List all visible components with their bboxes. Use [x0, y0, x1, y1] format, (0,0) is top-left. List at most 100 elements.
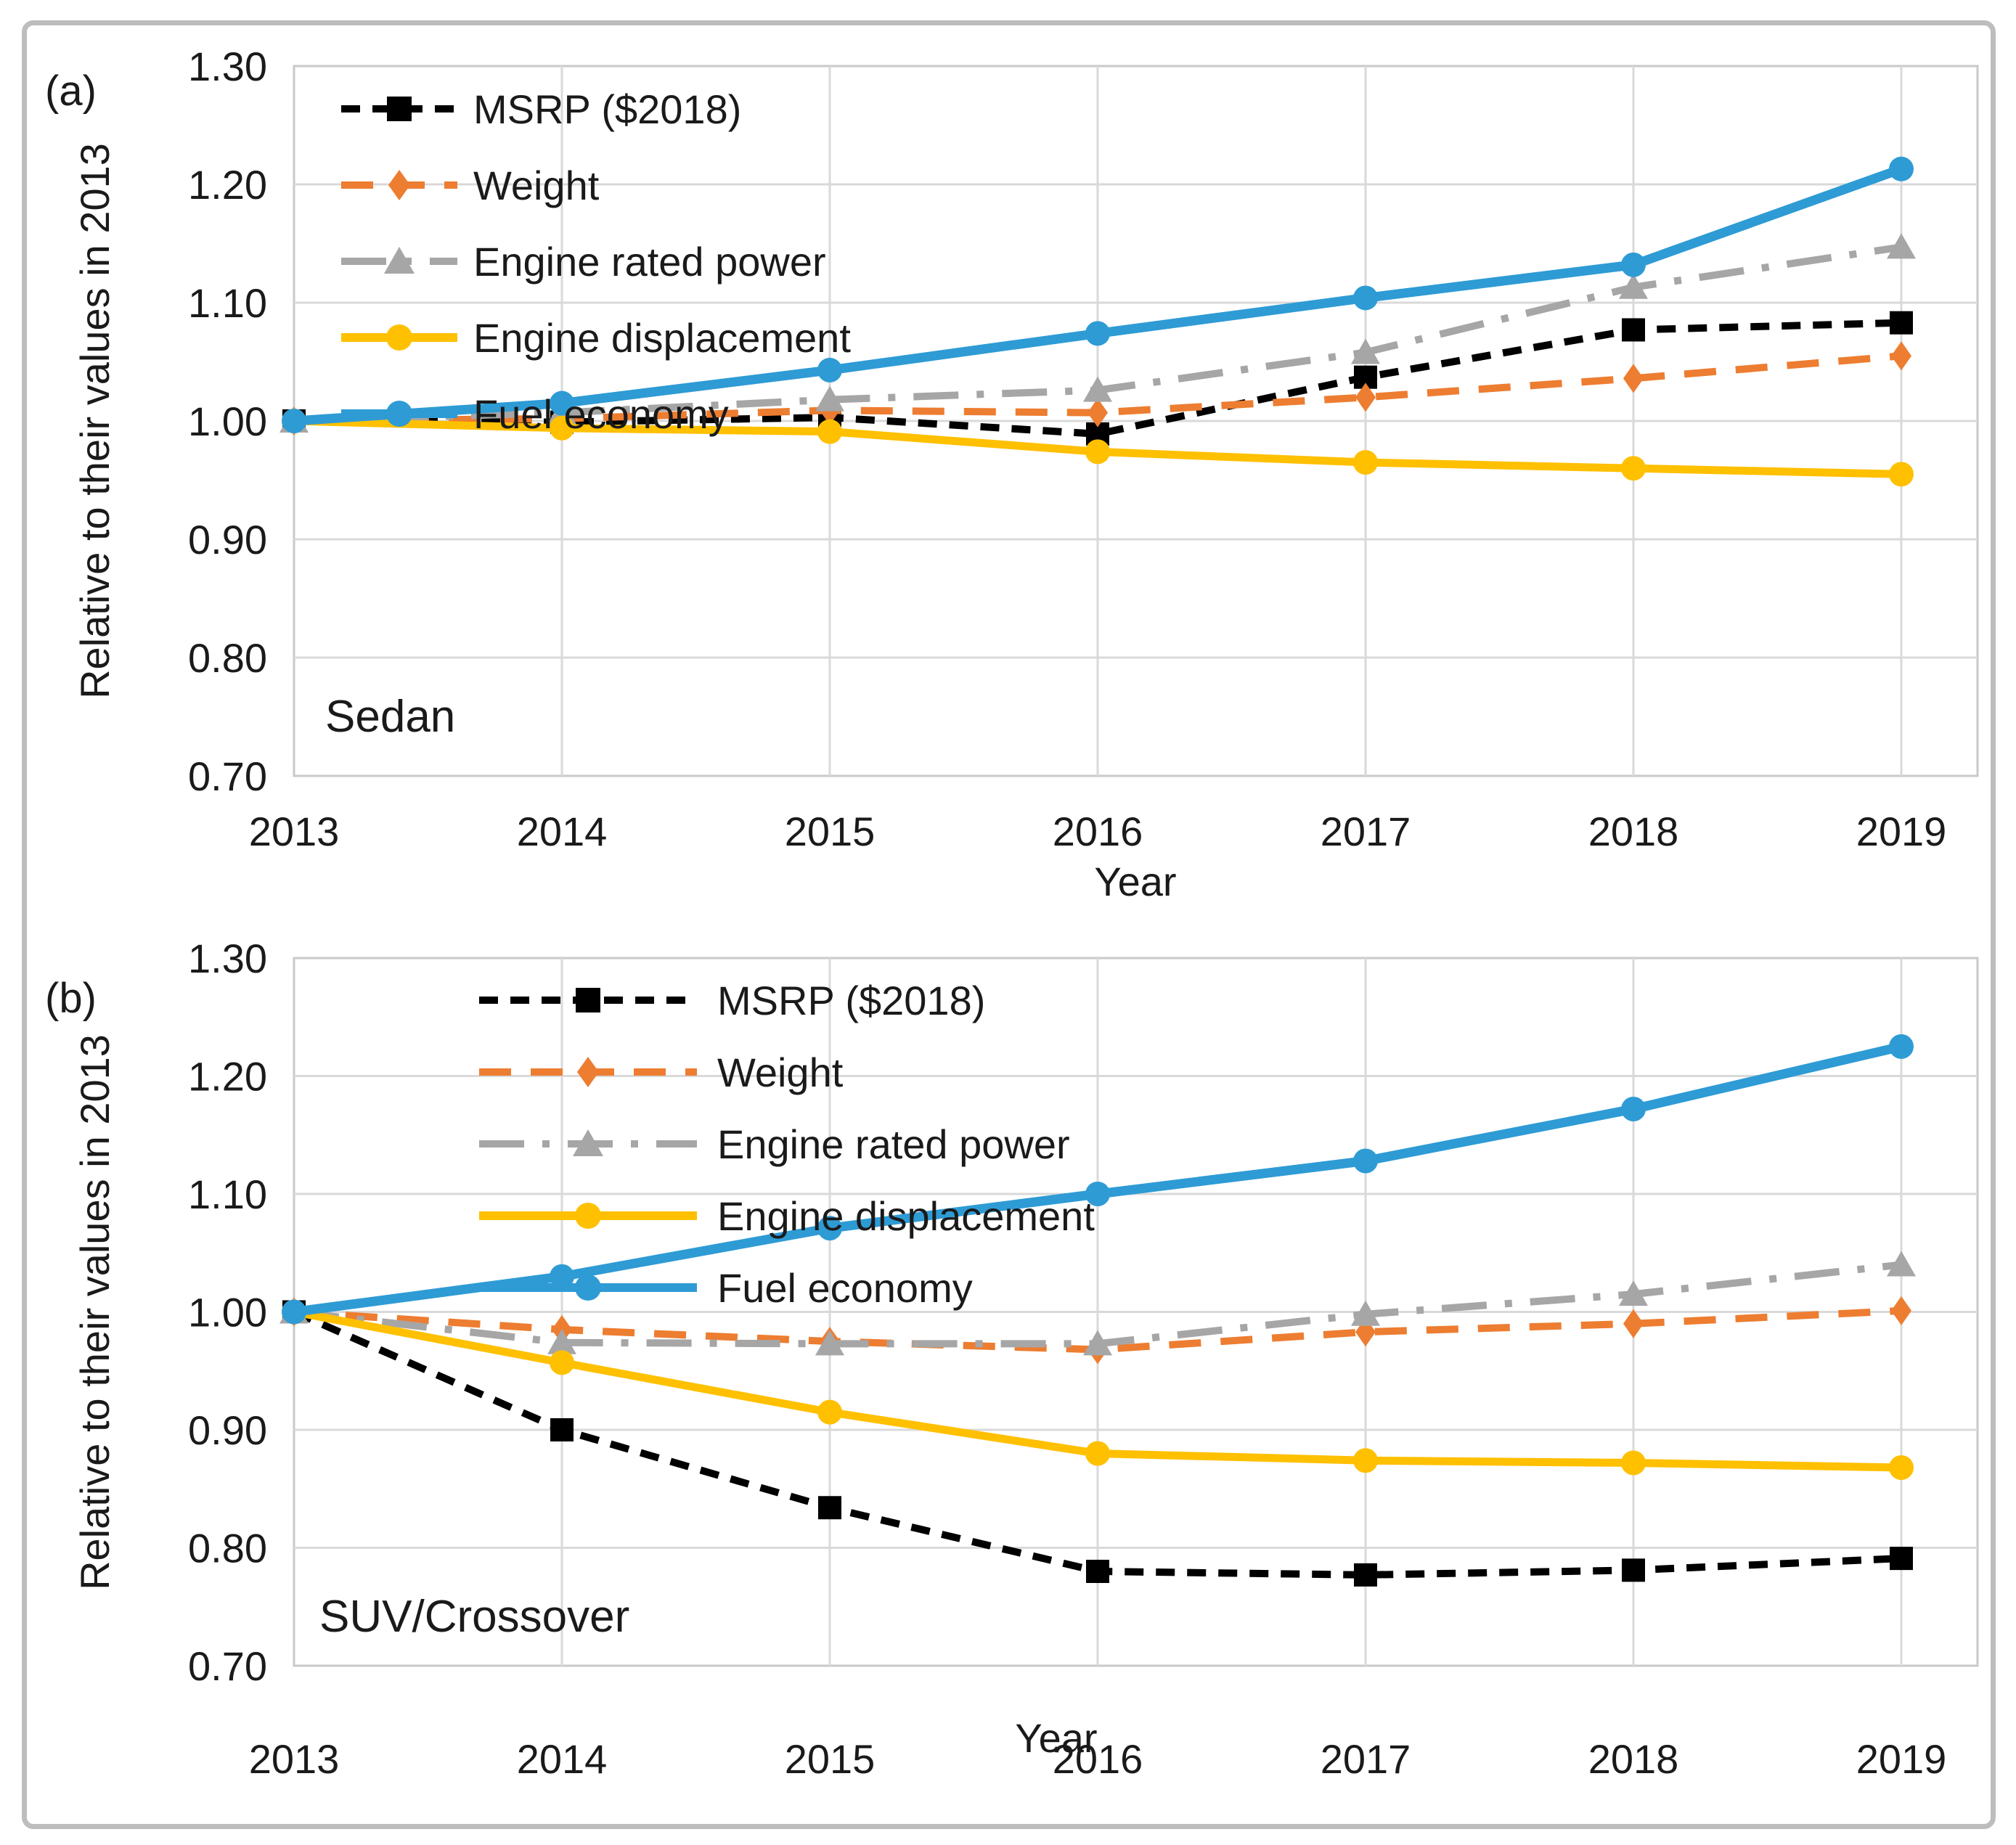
- data-point-marker: [1622, 318, 1645, 342]
- legend-item-fuel-economy: Fuel economy: [479, 1265, 973, 1311]
- legend-marker-circle-icon: [386, 401, 412, 427]
- data-point-marker: [1887, 233, 1916, 259]
- data-point-marker: [282, 409, 306, 433]
- data-point-marker: [1085, 1182, 1110, 1206]
- data-point-marker: [1621, 1450, 1646, 1476]
- legend-item-engine-displacement: Engine displacement: [479, 1193, 1095, 1239]
- panel-b-label: (b): [45, 975, 97, 1022]
- panel-b: 1.30 1.20 1.10 1.00 0.90 0.80 0.70 2013 2014 2015…: [188, 936, 1979, 1782]
- data-point-marker: [1889, 462, 1914, 487]
- panel-b-x-axis-title: Year: [1015, 1715, 1098, 1761]
- data-point-marker: [1086, 1560, 1109, 1583]
- data-point-marker: [1891, 1296, 1911, 1325]
- data-point-marker: [550, 1418, 574, 1441]
- legend-label: Engine rated power: [717, 1121, 1070, 1167]
- x-tick-label: 2014: [517, 809, 608, 854]
- data-point-marker: [818, 1496, 841, 1520]
- legend-marker-square-icon: [576, 988, 600, 1012]
- data-point-marker: [1085, 321, 1110, 346]
- data-point-marker: [1890, 1547, 1913, 1571]
- data-point-marker: [1351, 338, 1380, 364]
- data-point-marker: [550, 1264, 574, 1289]
- data-point-marker: [1351, 1300, 1380, 1326]
- legend-item-weight: Weight: [341, 163, 600, 208]
- x-tick-label: 2017: [1321, 1736, 1411, 1782]
- y-tick-label: 1.30: [188, 936, 267, 981]
- legend-label: Fuel economy: [473, 391, 729, 437]
- data-point-marker: [1083, 376, 1112, 402]
- panel-a-label: (a): [45, 68, 97, 115]
- legend-marker-circle-icon: [575, 1275, 601, 1301]
- data-point-marker: [817, 357, 842, 382]
- x-tick-label: 2015: [785, 809, 876, 854]
- legend-item-msrp-: MSRP ($2018): [479, 978, 985, 1023]
- data-point-marker: [550, 1350, 574, 1375]
- data-point-marker: [1353, 1148, 1378, 1174]
- data-point-marker: [1621, 456, 1646, 481]
- panel-b-annotation: SUV/Crossover: [319, 1592, 630, 1642]
- x-tick-label: 2015: [785, 1736, 876, 1782]
- data-point-marker: [1623, 364, 1644, 393]
- x-tick-label: 2013: [249, 809, 340, 854]
- y-tick-label: 0.80: [188, 1526, 267, 1571]
- data-point-marker: [550, 390, 574, 416]
- legend-item-engine-rated-power: Engine rated power: [479, 1121, 1070, 1167]
- data-point-marker: [1619, 273, 1648, 299]
- legend-item-engine-displacement: Engine displacement: [341, 315, 851, 361]
- panel-a-annotation: Sedan: [325, 692, 456, 742]
- x-tick-label: 2018: [1588, 1736, 1679, 1782]
- panel-a: 1.30 1.20 1.10 1.00 0.90 0.80 0.70 2013 2014 2015…: [188, 44, 1979, 854]
- data-point-marker: [1085, 439, 1110, 465]
- data-point-marker: [817, 1399, 842, 1425]
- data-point-marker: [1354, 1563, 1377, 1587]
- legend-marker-circle-icon: [575, 1203, 601, 1229]
- y-tick-label: 0.90: [188, 1407, 267, 1453]
- data-point-marker: [1083, 1330, 1112, 1356]
- legend-marker-circle-icon: [386, 324, 412, 351]
- y-tick-label: 0.90: [188, 517, 267, 562]
- x-tick-label: 2016: [1053, 1736, 1143, 1782]
- data-point-marker: [282, 1299, 306, 1325]
- data-point-marker: [1621, 252, 1646, 277]
- y-tick-label: 1.00: [188, 398, 267, 444]
- data-point-marker: [1355, 382, 1376, 412]
- data-point-marker: [1623, 1309, 1644, 1338]
- x-tick-label: 2018: [1588, 809, 1679, 854]
- data-point-marker: [1891, 341, 1911, 371]
- legend-marker-triangle-icon: [384, 247, 415, 274]
- data-point-marker: [1353, 285, 1378, 311]
- data-point-marker: [815, 1330, 844, 1356]
- legend-item-engine-rated-power: Engine rated power: [341, 239, 826, 285]
- y-tick-label: 0.70: [188, 753, 267, 799]
- x-tick-label: 2016: [1053, 809, 1143, 854]
- data-point-marker: [1890, 311, 1913, 335]
- data-point-marker: [1622, 1558, 1645, 1582]
- x-tick-label: 2019: [1856, 1736, 1947, 1782]
- x-tick-label: 2013: [249, 1736, 340, 1782]
- data-point-marker: [1889, 156, 1914, 181]
- data-point-marker: [550, 415, 574, 441]
- data-point-marker: [1353, 450, 1378, 475]
- data-point-marker: [1353, 1448, 1378, 1473]
- legend-label: Weight: [717, 1050, 844, 1095]
- y-tick-label: 1.20: [188, 1054, 267, 1100]
- y-tick-label: 1.10: [188, 280, 267, 326]
- legend-item-weight: Weight: [479, 1050, 844, 1095]
- y-tick-label: 0.70: [188, 1643, 267, 1689]
- legend-label: MSRP ($2018): [473, 86, 741, 132]
- panel-a-x-axis-title: Year: [1094, 859, 1177, 904]
- legend-item-msrp-: MSRP ($2018): [341, 86, 741, 132]
- data-point-marker: [815, 385, 844, 412]
- data-point-marker: [1621, 1097, 1646, 1121]
- legend-marker-triangle-icon: [573, 1129, 603, 1156]
- x-tick-label: 2017: [1321, 809, 1411, 854]
- y-tick-label: 1.30: [188, 44, 267, 89]
- data-point-marker: [547, 1328, 576, 1354]
- data-point-marker: [1889, 1455, 1914, 1480]
- legend-label: Engine displacement: [717, 1193, 1095, 1239]
- data-point-marker: [1887, 1251, 1916, 1277]
- data-point-marker: [817, 1216, 842, 1241]
- y-tick-label: 1.20: [188, 162, 267, 208]
